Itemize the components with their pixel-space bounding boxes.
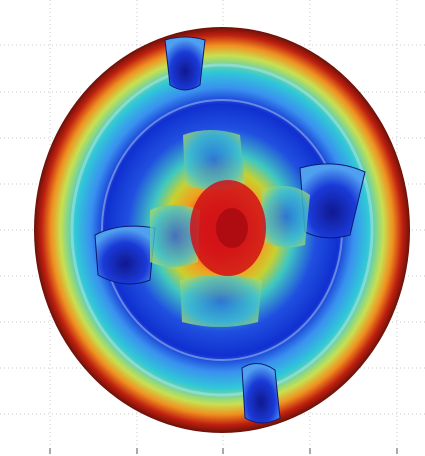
inner-lobe — [262, 186, 310, 248]
outer-lobe — [242, 363, 280, 423]
outer-lobe — [95, 226, 155, 284]
center-core — [216, 208, 248, 248]
inner-lobe — [180, 275, 262, 327]
page — [0, 0, 425, 456]
surface-figure — [0, 0, 425, 456]
surface — [34, 27, 410, 433]
x-ticks — [50, 448, 397, 454]
outer-lobe — [165, 37, 205, 90]
